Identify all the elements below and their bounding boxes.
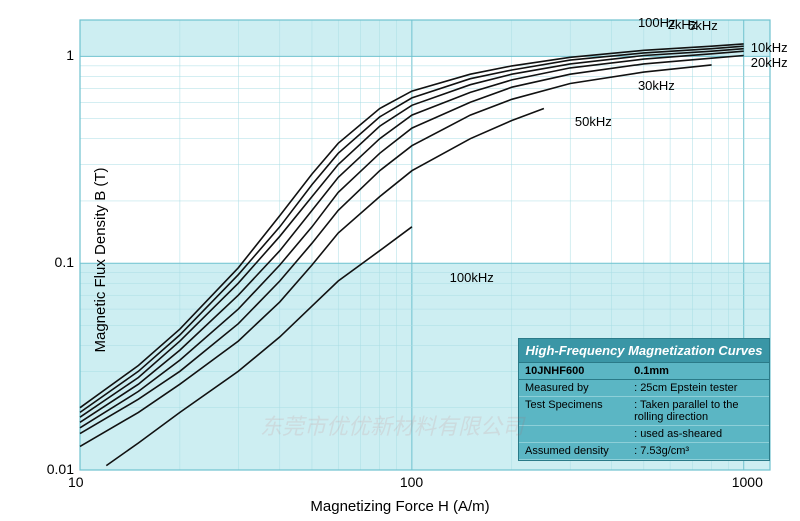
x-tick: 1000 [732,474,763,490]
y-tick: 0.1 [55,254,74,270]
series-label: 10kHz [751,40,788,55]
legend-val: : 7.53g/cm³ [634,445,763,457]
series-label: 50kHz [575,114,612,129]
legend-product: 10JNHF600 [525,365,634,377]
legend-panel: High-Frequency Magnetization Curves 10JN… [518,338,770,461]
series-label: 100kHz [450,270,494,285]
series-label: 20kHz [751,55,788,70]
y-tick: 0.01 [47,461,74,477]
x-tick: 100 [400,474,423,490]
legend-key [525,428,634,440]
series-label: 30kHz [638,78,675,93]
series-label: 5kHz [688,18,718,33]
legend-val: : 25cm Epstein tester [634,382,763,394]
y-axis-label: Magnetic Flux Density B (T) [92,167,109,352]
legend-key: Measured by [525,382,634,394]
legend-val: : used as-sheared [634,428,763,440]
legend-title: High-Frequency Magnetization Curves [519,339,769,363]
legend-thickness: 0.1mm [634,365,763,377]
legend-key: Assumed density [525,445,634,457]
x-axis-label: Magnetizing Force H (A/m) [0,498,800,515]
y-tick: 1 [66,47,74,63]
legend-key: Test Specimens [525,399,634,423]
legend-val: : Taken parallel to the rolling directio… [634,399,763,423]
